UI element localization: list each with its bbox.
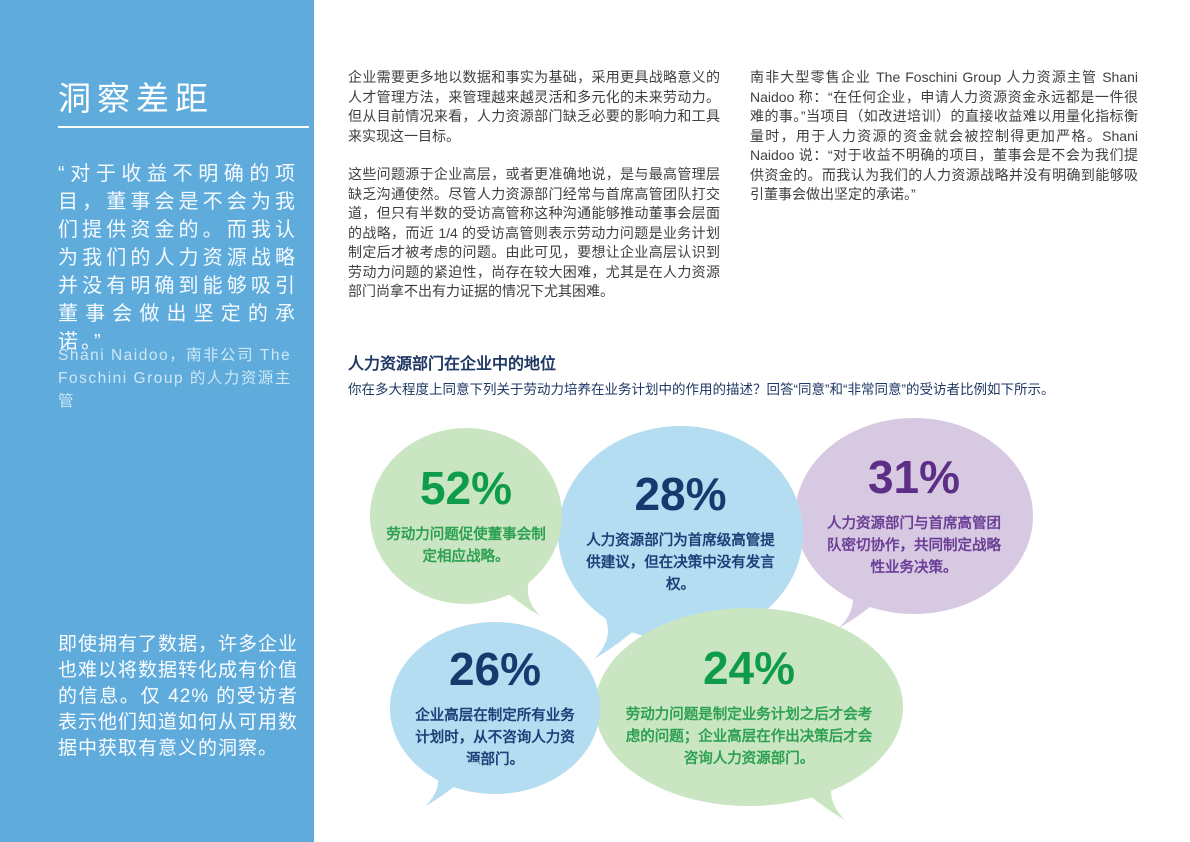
sidebar-statistic: 即使拥有了数据，许多企业也难以将数据转化成有价值的信息。仅 42% 的受访者表示… — [58, 634, 299, 759]
stat-bubble-24: 24% 劳动力问题是制定业务计划之后才会考虑的问题；企业高层在作出决策后才会咨询… — [595, 608, 903, 820]
speech-tail-icon — [839, 580, 899, 628]
body-paragraph-2: 这些问题源于企业高层，或者更准确地说，是与最高管理层缺乏沟通使然。尽管人力资源部… — [348, 166, 720, 299]
speech-tail-icon — [425, 762, 481, 807]
body-paragraph-1: 企业需要更多地以数据和事实为基础，采用更具战略意义的人才管理方法，来管理越来越灵… — [348, 69, 720, 144]
infographic-subheading: 你在多大程度上同意下列关于劳动力培养在业务计划中的作用的描述？回答“同意”和“非… — [348, 382, 1055, 397]
stat-bubble-31: 31% 人力资源部门与首席高管团队密切协作，共同制定战略性业务决策。 — [795, 418, 1033, 628]
stat-label: 劳动力问题是制定业务计划之后才会考虑的问题；企业高层在作出决策后才会咨询人力资源… — [625, 706, 873, 767]
title-underline — [58, 126, 309, 128]
quote-attribution: Shani Naidoo，南非公司 The Foschini Group 的人力… — [58, 347, 292, 410]
bubble-chart: 52% 劳动力问题促使董事会制定相应战略。 28% 人力资源部门为首席级高管提供… — [348, 418, 1158, 842]
stat-label: 劳动力问题促使董事会制定相应战略。 — [386, 526, 546, 565]
stat-label: 人力资源部门与首席高管团队密切协作，共同制定战略性业务决策。 — [827, 515, 1001, 576]
stat-label: 企业高层在制定所有业务计划时，从不咨询人力资源部门。 — [415, 707, 575, 768]
infographic-heading: 人力资源部门在企业中的地位 — [348, 356, 557, 373]
stat-bubble-26: 26% 企业高层在制定所有业务计划时，从不咨询人力资源部门。 — [390, 622, 600, 807]
stat-bubble-52: 52% 劳动力问题促使董事会制定相应战略。 — [370, 428, 562, 617]
sidebar: 洞察差距 “对于收益不明确的项目，董事会是不会为我们提供资金的。而我认为我们的人… — [0, 0, 314, 842]
speech-tail-icon — [785, 772, 845, 820]
body-column-1: 企业需要更多地以数据和事实为基础，采用更具战略意义的人才管理方法，来管理越来越灵… — [348, 68, 720, 321]
pull-quote: “对于收益不明确的项目，董事会是不会为我们提供资金的。而我认为我们的人力资源战略… — [58, 163, 298, 353]
stat-value: 52% — [419, 461, 513, 514]
stat-value: 28% — [634, 468, 727, 520]
stat-value: 31% — [867, 450, 961, 503]
stat-bubble-28: 28% 人力资源部门为首席级高管提供建议，但在决策中没有发言权。 — [558, 426, 803, 659]
stat-value: 26% — [448, 642, 542, 695]
body-paragraph-3: 南非大型零售企业 The Foschini Group 人力资源主管 Shani… — [750, 69, 1138, 202]
body-column-2: 南非大型零售企业 The Foschini Group 人力资源主管 Shani… — [750, 68, 1138, 224]
speech-tail-icon — [485, 572, 541, 617]
speech-tail-icon — [594, 611, 654, 659]
stat-value: 24% — [702, 641, 796, 694]
page-title: 洞察差距 — [58, 80, 214, 117]
stat-label: 人力资源部门为首席级高管提供建议，但在决策中没有发言权。 — [586, 533, 775, 593]
